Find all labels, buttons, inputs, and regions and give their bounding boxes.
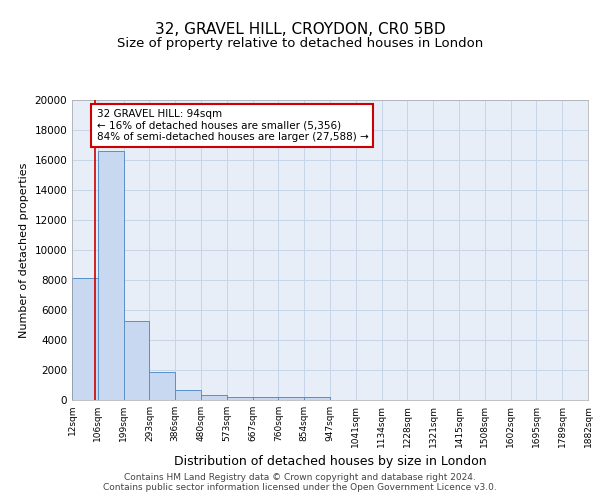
Text: Size of property relative to detached houses in London: Size of property relative to detached ho… <box>117 38 483 51</box>
Text: 32, GRAVEL HILL, CROYDON, CR0 5BD: 32, GRAVEL HILL, CROYDON, CR0 5BD <box>155 22 445 38</box>
Bar <box>201 395 227 400</box>
Text: Contains HM Land Registry data © Crown copyright and database right 2024.
Contai: Contains HM Land Registry data © Crown c… <box>103 473 497 492</box>
Bar <box>98 151 124 400</box>
Bar <box>304 398 330 400</box>
Bar <box>72 278 98 400</box>
Bar <box>278 397 304 400</box>
Bar <box>253 397 278 400</box>
Bar <box>124 320 149 400</box>
Bar <box>149 372 175 400</box>
Y-axis label: Number of detached properties: Number of detached properties <box>19 162 29 338</box>
Bar <box>175 390 201 400</box>
Bar <box>227 396 253 400</box>
Text: 32 GRAVEL HILL: 94sqm
← 16% of detached houses are smaller (5,356)
84% of semi-d: 32 GRAVEL HILL: 94sqm ← 16% of detached … <box>97 109 368 142</box>
X-axis label: Distribution of detached houses by size in London: Distribution of detached houses by size … <box>173 456 487 468</box>
